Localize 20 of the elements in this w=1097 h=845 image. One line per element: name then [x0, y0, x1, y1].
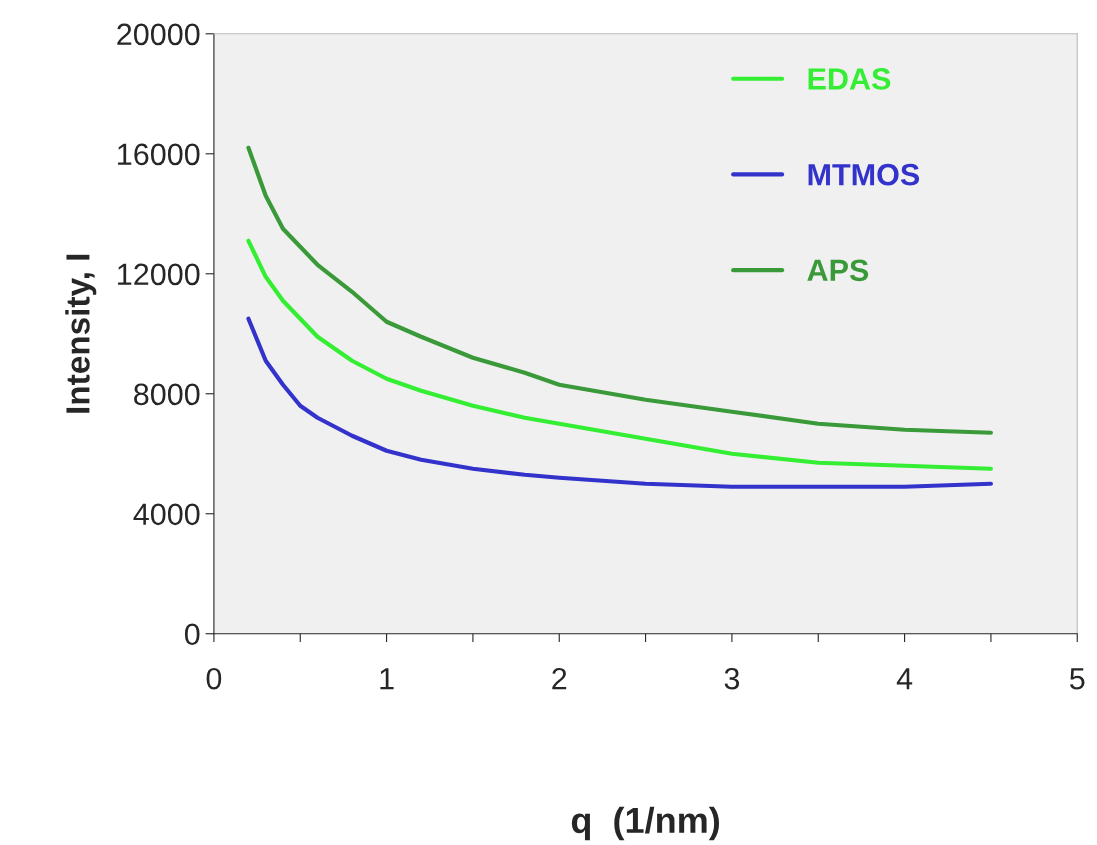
y-tick-label: 8000 — [134, 383, 200, 406]
y-tick-label: 20000 — [117, 23, 200, 46]
legend-label: MTMOS — [808, 163, 920, 186]
legend-label: APS — [807, 259, 869, 282]
y-tick-label: 12000 — [118, 263, 200, 286]
y-tick-label: 0 — [184, 623, 200, 646]
x-tick-label: 0 — [206, 667, 222, 690]
line-series — [246, 145, 994, 435]
x-tick-label: 4 — [896, 668, 913, 690]
x-tick-label: 1 — [380, 668, 394, 690]
x-tick-label: 5 — [1069, 668, 1085, 690]
y-axis-title: Intensity, I — [65, 254, 97, 413]
y-tick-label: 4000 — [133, 503, 200, 526]
line-series — [246, 316, 994, 489]
x-tick-label: 2 — [552, 667, 567, 690]
legend-label: EDAS — [808, 68, 891, 90]
y-tick-label: 16000 — [118, 143, 200, 166]
line-series — [246, 238, 994, 471]
x-axis-title: q (1/nm) — [571, 806, 720, 841]
x-tick-label: 3 — [724, 667, 740, 690]
